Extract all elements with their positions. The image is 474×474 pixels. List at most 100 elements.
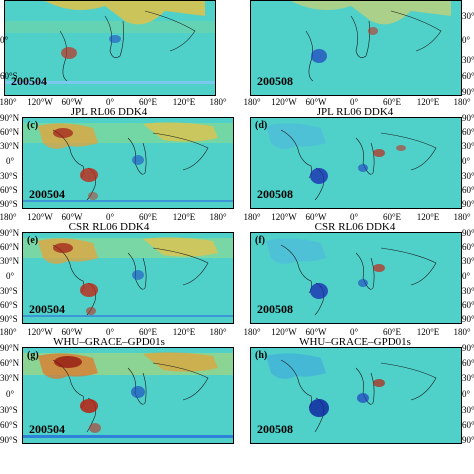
lon-tick: 120°E [172,327,196,337]
lon-tick: 120°W [271,327,297,337]
lat-tick: 90°N [462,113,474,123]
lat-tick: 60°S [0,71,18,81]
lon-tick: 60°W [61,97,83,107]
lon-tick: 0° [105,212,115,222]
lon-tick: 120°E [172,97,196,107]
lon-tick: 180° [243,327,261,337]
panel-letter: (h) [255,350,268,361]
lon-tick: 60°W [61,327,83,337]
lat-tick: 0° [462,271,471,281]
map-panel-g: (g) 200504 [22,347,234,444]
lon-tick: 60°E [138,212,158,222]
map-panel-h: (h) 200508 [250,347,462,444]
panel-letter: (d) [255,120,268,131]
lon-tick: 180° [209,212,227,222]
lon-tick: 60°E [382,212,402,222]
lat-tick: 30°S [462,171,474,181]
panel-title: WHU–GRACE–GPD01s [299,336,411,348]
lon-tick: 60°W [61,212,83,222]
lon-tick: 120°W [27,327,53,337]
lon-tick: 180° [209,327,227,337]
lat-tick: 0° [462,389,471,399]
anomaly-map [251,348,461,443]
lat-tick: 60°N [462,127,474,137]
panel-title: CSR RL06 DDK4 [68,221,150,233]
lon-tick: 0° [349,97,359,107]
lat-tick: 30°N [0,256,20,266]
lat-tick: 60°S [462,420,474,430]
lat-tick: 60°S [0,185,18,195]
anomaly-map [23,348,233,443]
lat-tick: 0° [6,271,15,281]
lon-tick: 0° [349,212,359,222]
lat-tick: 0° [462,156,471,166]
panel-letter: (g) [27,350,39,361]
lat-tick: 90°S [462,314,474,324]
lat-tick: 30°N [0,141,20,151]
lat-tick: 30°N [0,373,20,383]
lat-tick: 60°S [0,300,18,310]
lat-tick: 90°S [0,199,18,209]
lat-tick: 0° [0,35,9,45]
lon-tick: 60°E [138,97,158,107]
anomaly-map [23,233,233,323]
lat-tick: 60°N [0,127,20,137]
lon-tick: 180° [0,212,17,222]
lat-tick: 30°S [462,55,474,65]
lat-tick: 30°S [462,405,474,415]
panel-letter: (f) [255,235,265,246]
lon-tick: 120°E [172,212,196,222]
anomaly-map [251,1,461,95]
lat-tick: 90°S [0,314,18,324]
lat-tick: 60°S [0,420,18,430]
lat-tick: 90°S [0,435,18,445]
anomaly-map [5,1,215,95]
lat-tick: 0° [462,35,471,45]
lon-tick: 60°E [138,327,158,337]
anomaly-map [23,118,233,208]
lon-tick: 60°W [305,212,327,222]
lat-tick: 90°S [462,199,474,209]
lon-tick: 0° [105,327,115,337]
lat-tick: 60°N [462,358,474,368]
date-label: 200504 [29,187,65,201]
lon-tick: 60°E [382,327,402,337]
lat-tick: 30°S [0,286,18,296]
lon-tick: 120°E [416,97,440,107]
map-panel-a: 200504 [4,0,216,96]
lat-tick: 60°S [462,300,474,310]
map-panel-c: (c) 200504 [22,117,234,209]
lat-tick: 90°S [462,435,474,445]
lat-tick: 60°N [0,358,20,368]
panel-title: JPL RL06 DDK4 [70,106,148,118]
date-label: 200508 [257,422,293,436]
date-label: 200508 [257,74,293,88]
lon-tick: 120°W [271,212,297,222]
lat-tick: 90°N [0,113,20,123]
lat-tick: 0° [6,156,15,166]
lon-tick: 180° [0,97,17,107]
panel-letter: (e) [27,235,39,246]
anomaly-map [251,233,461,323]
lat-tick: 60°S [462,71,474,81]
lat-tick: 90°N [0,228,20,238]
lon-tick: 120°E [416,212,440,222]
lon-tick: 180° [243,212,261,222]
lat-tick: 90°N [462,228,474,238]
date-label: 200504 [11,74,47,88]
lon-tick: 120°W [27,212,53,222]
lat-tick: 0° [6,389,15,399]
map-panel-e: (e) 200504 [22,232,234,324]
lon-tick: 180° [243,97,261,107]
lon-tick: 60°W [305,97,327,107]
lat-tick: 60°N [0,242,20,252]
lon-tick: 120°E [416,327,440,337]
anomaly-map [251,118,461,208]
map-panel-d: (d) 200508 [250,117,462,209]
panel-title: WHU–GRACE–GPD01s [53,336,165,348]
lat-tick: 90°S [462,87,474,97]
lat-tick: 30°S [462,286,474,296]
lat-tick: 30°S [0,171,18,181]
lat-tick: 30°N [462,256,474,266]
lat-tick: 30°S [0,405,18,415]
